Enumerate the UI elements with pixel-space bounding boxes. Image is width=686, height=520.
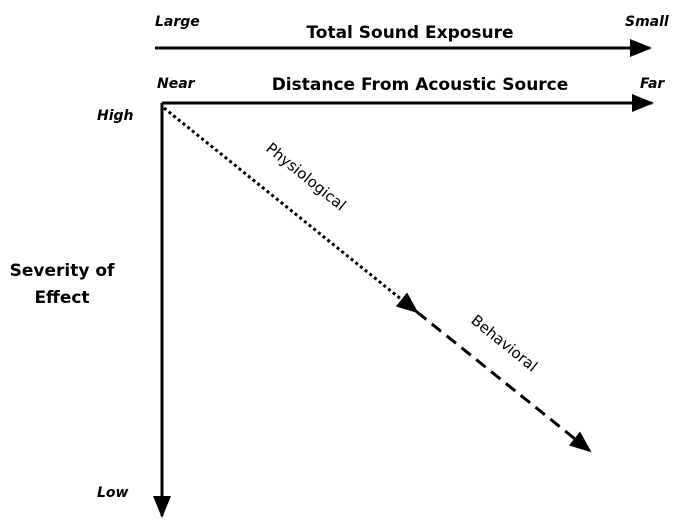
physiological-label: Physiological — [262, 139, 349, 214]
second-left-label: Near — [157, 76, 196, 92]
second-right-label: Far — [640, 76, 665, 92]
vertical-title-line: Effect — [34, 288, 89, 308]
vertical-title-line: Severity of — [10, 261, 115, 281]
top-left-label: Large — [155, 14, 200, 30]
behavioral-label: Behavioral — [467, 311, 540, 375]
physiological-line — [163, 106, 419, 314]
second-title: Distance From Acoustic Source — [272, 75, 569, 95]
top-title: Total Sound Exposure — [306, 23, 513, 43]
vertical-bottom-label: Low — [97, 485, 129, 501]
top-right-label: Small — [625, 14, 669, 30]
vertical-top-label: High — [97, 108, 134, 124]
